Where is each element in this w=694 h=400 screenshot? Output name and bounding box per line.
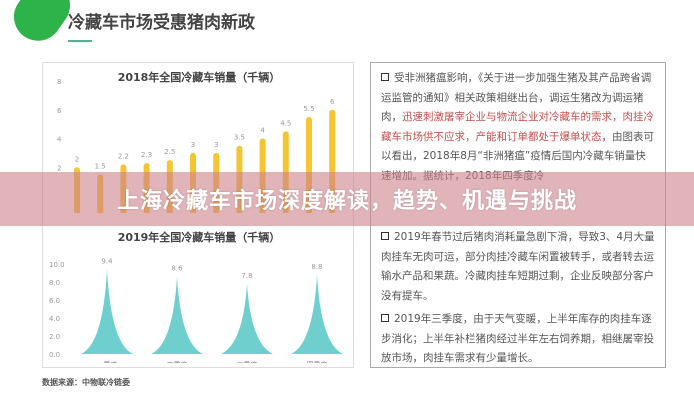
y-tick-label: 8.0 <box>49 279 60 287</box>
y-tick-label: 2 <box>57 164 61 172</box>
text: 受非洲猪瘟影响，《关于进一步加强生猪及其产品跨省调运监管的通知》相关政策相继出台… <box>381 72 652 123</box>
x-tick-label: 二季度 <box>167 360 188 363</box>
data-label: 4 <box>260 127 265 135</box>
paragraph-2: 2019年春节过后猪肉消耗量急剧下滑，导致3、4月大量肉挂车无肉可运，部分肉挂冷… <box>381 228 655 306</box>
highlight-text: 迅速刺激屠宰企业与物流企业对冷藏车的需求，肉挂冷藏车市场供不应求，产能和订单都处… <box>381 111 654 143</box>
y-tick-label: 2.0 <box>49 333 60 341</box>
checkbox-bullet-icon <box>381 232 389 240</box>
data-label: 9.4 <box>101 257 113 265</box>
x-tick-label: 四季度 <box>307 360 328 363</box>
spike-bar <box>291 274 343 354</box>
y-tick-label: 4.0 <box>49 315 60 323</box>
data-label: 6 <box>330 98 335 106</box>
spike-bar <box>81 269 133 354</box>
chart-title-2019: 2019年全国冷藏车销量（千辆） <box>117 231 281 244</box>
paragraph-3: 2019年三季度，由于天气变暖，上半年库存的肉挂车逐步消化；上半年补栏猪肉经过半… <box>381 310 655 369</box>
data-label: 5.5 <box>303 105 314 113</box>
spike-bar <box>221 283 273 354</box>
y-tick-label: 6.0 <box>49 297 60 305</box>
chart-title-2018: 2018年全国冷藏车销量（千辆） <box>117 71 281 84</box>
data-label: 2.2 <box>118 152 129 160</box>
y-tick-label: 8 <box>57 78 61 86</box>
data-label: 2.5 <box>164 148 175 156</box>
headline-text: 上海冷藏车市场深度解读，趋势、机遇与挑战 <box>116 189 577 214</box>
data-label: 3 <box>214 141 218 149</box>
data-label: 8.8 <box>311 263 322 271</box>
text: 2019年三季度，由于天气变暖，上半年库存的肉挂车逐步消化；上半年补栏猪肉经过半… <box>381 313 654 364</box>
paragraph-1: 受非洲猪瘟影响，《关于进一步加强生猪及其产品跨省调运监管的通知》相关政策相继出台… <box>381 69 655 186</box>
y-tick-label: 10.0 <box>49 261 65 269</box>
spike-bar <box>151 276 203 354</box>
data-label: 4.5 <box>280 119 291 127</box>
slide-title: 冷藏车市场受惠猪肉新政 <box>68 13 255 33</box>
checkbox-bullet-icon <box>381 314 389 322</box>
x-tick-label: 三季度 <box>237 360 258 363</box>
data-label: 3.5 <box>234 134 245 142</box>
data-label: 3 <box>191 141 195 149</box>
data-source: 数据来源：中物联冷链委 <box>42 378 130 387</box>
checkbox-bullet-icon <box>381 73 389 81</box>
chart-2019: 0.0 2.0 4.0 6.0 8.0 10.0 9.4 一季度 8.6 二季度 7.8 三季度 8.8… <box>49 257 343 363</box>
headline-banner: 上海冷藏车市场深度解读，趋势、机遇与挑战 <box>0 172 694 226</box>
y-tick-label: 4 <box>57 136 62 144</box>
data-label: 7.8 <box>241 272 252 280</box>
text: 2019年春节过后猪肉消耗量急剧下滑，导致3、4月大量肉挂车无肉可运，部分肉挂冷… <box>381 231 655 302</box>
x-tick-label: 一季度 <box>97 360 118 363</box>
title-underline <box>68 40 92 42</box>
y-tick-label: 0.0 <box>49 351 60 359</box>
data-label: 2.3 <box>141 151 152 159</box>
data-label: 8.6 <box>171 265 183 273</box>
y-tick-label: 6 <box>57 107 62 115</box>
data-label: 1.5 <box>95 162 106 170</box>
data-label: 2 <box>75 155 79 163</box>
